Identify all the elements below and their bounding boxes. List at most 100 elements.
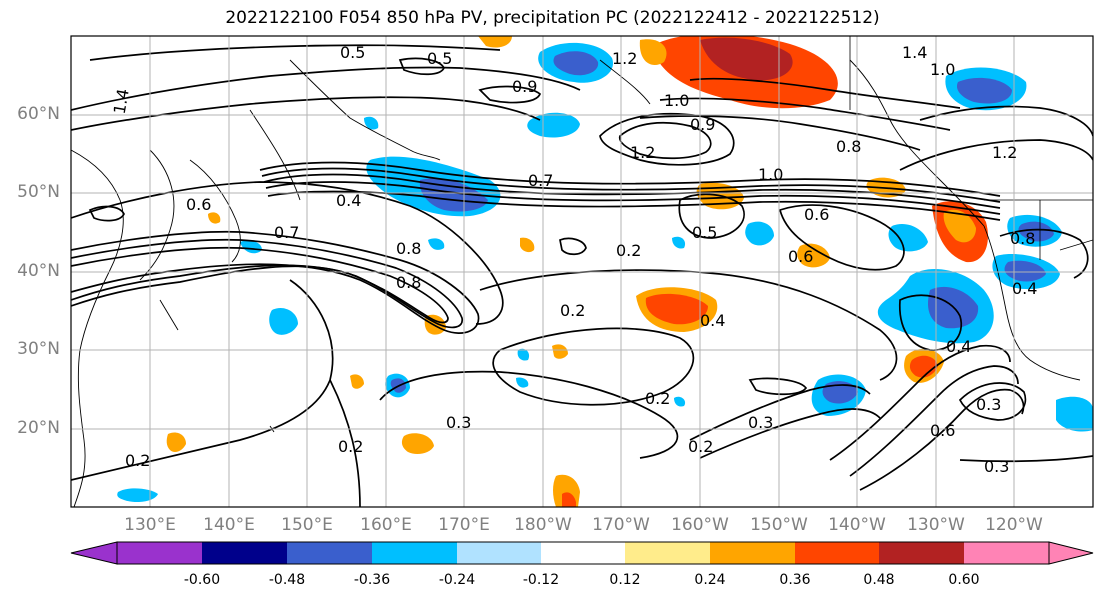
- precip-blob: [672, 236, 686, 249]
- precip-blob: [166, 432, 186, 452]
- colorbar-tick-label: -0.36: [353, 572, 391, 588]
- precip-blob: [645, 293, 708, 325]
- pv-contour: [88, 205, 125, 222]
- contour-label: 0.2: [125, 451, 150, 470]
- coastline: [409, 149, 441, 161]
- pv-contour: [379, 370, 679, 459]
- lon-label: 150°E: [281, 515, 333, 535]
- coastline: [849, 59, 985, 227]
- contour-label: 0.6: [788, 247, 813, 266]
- coastline: [249, 109, 301, 201]
- lon-label: 160°E: [360, 515, 412, 535]
- country-borders: [849, 36, 1093, 260]
- pv-contour: [919, 105, 1093, 137]
- precip-blob: [700, 37, 793, 81]
- pv-contour: [265, 181, 1001, 215]
- plot-frame: [70, 35, 1094, 508]
- contour-label: 0.6: [186, 195, 211, 214]
- contour-label: 0.3: [446, 413, 471, 432]
- pv-contour: [748, 377, 808, 396]
- pv-contour: [699, 408, 881, 459]
- contour-label: 1.0: [758, 165, 783, 184]
- pv-contour: [639, 115, 921, 151]
- lat-label: 20°N: [17, 418, 60, 438]
- pv-contour: [778, 204, 905, 271]
- contour-label: 0.6: [804, 205, 829, 224]
- coastline: [599, 59, 651, 105]
- colorbar-swatch: [457, 542, 541, 564]
- precip-blob: [822, 381, 858, 404]
- precip-blob: [745, 221, 774, 246]
- colorbar-swatch: [541, 542, 625, 564]
- contour-label: 0.3: [748, 413, 773, 432]
- pv-contour: [689, 77, 961, 109]
- pv-contour: [689, 384, 871, 441]
- contour-label: 0.5: [340, 43, 365, 62]
- colorbar-tick-label: -0.24: [438, 572, 476, 588]
- precip-blob: [520, 237, 535, 253]
- precip-blob: [117, 488, 158, 502]
- colorbar-swatch: [625, 542, 710, 564]
- colorbar-frame: [116, 541, 1050, 565]
- pv-contour: [479, 269, 898, 381]
- precip-blob: [674, 396, 686, 407]
- lat-label: 30°N: [17, 339, 60, 359]
- colorbar-extend-max: [1048, 541, 1094, 565]
- contour-label: 0.8: [396, 239, 421, 258]
- precip-blob: [888, 223, 928, 252]
- precip-blob: [527, 112, 580, 138]
- contour-label: 0.8: [836, 137, 861, 156]
- contour-label: 1.0: [930, 60, 955, 79]
- precip-blob: [956, 77, 1012, 104]
- lon-label: 130°W: [907, 515, 965, 535]
- pv-contour: [859, 388, 1025, 491]
- precip-blob: [364, 116, 379, 130]
- lon-label: 180°W: [514, 515, 572, 535]
- contour-label: 1.0: [664, 91, 689, 110]
- precip-blob: [562, 492, 576, 507]
- contour-label: 0.2: [645, 389, 670, 408]
- lat-label: 40°N: [17, 261, 60, 281]
- colorbar-swatch: [879, 542, 964, 564]
- coastline: [71, 149, 124, 507]
- contour-label: 1.4: [110, 87, 133, 115]
- colorbar: [70, 541, 1094, 565]
- precip-blob: [1018, 221, 1054, 242]
- contour-label: 0.2: [338, 437, 363, 456]
- contour-label: 0.7: [274, 223, 299, 242]
- precip-blob: [208, 212, 221, 224]
- contour-label: 1.4: [902, 43, 927, 62]
- contour-label: 0.8: [396, 273, 421, 292]
- pv-contour: [618, 121, 712, 160]
- map-title: 2022122100 F054 850 hPa PV, precipitatio…: [225, 8, 880, 28]
- precip-blob: [517, 348, 530, 361]
- contour-label: 0.2: [560, 301, 585, 320]
- precip-blob: [797, 243, 830, 268]
- precip-blob: [1056, 396, 1093, 432]
- pv-contour: [999, 228, 1089, 279]
- contour-label: 0.4: [1012, 279, 1037, 298]
- contour-label: 0.3: [984, 457, 1009, 476]
- precip-blob: [552, 344, 568, 359]
- precip-blob: [478, 36, 512, 48]
- precip-blob: [553, 51, 599, 76]
- pv-contour: [849, 365, 1019, 477]
- colorbar-swatch: [710, 542, 795, 564]
- contour-label: 0.7: [528, 171, 553, 190]
- precip-blob: [269, 307, 298, 335]
- contour-label: 0.8: [1010, 229, 1035, 248]
- coastline: [983, 225, 1081, 381]
- colorbar-tick-label: 0.12: [609, 572, 641, 588]
- colorbar-swatch: [795, 542, 879, 564]
- pv-contour: [829, 344, 1011, 461]
- colorbar-swatch: [964, 542, 1049, 564]
- lon-label: 150°W: [750, 515, 808, 535]
- pv-contour: [329, 379, 361, 507]
- lon-label: 130°E: [124, 515, 176, 535]
- pv-contour: [559, 237, 587, 256]
- pv-contour: [958, 382, 1027, 421]
- lon-label: 160°W: [671, 515, 729, 535]
- contour-label: 0.3: [976, 395, 1001, 414]
- contour-label: 0.6: [930, 421, 955, 440]
- colorbar-tick-label: -0.12: [522, 572, 560, 588]
